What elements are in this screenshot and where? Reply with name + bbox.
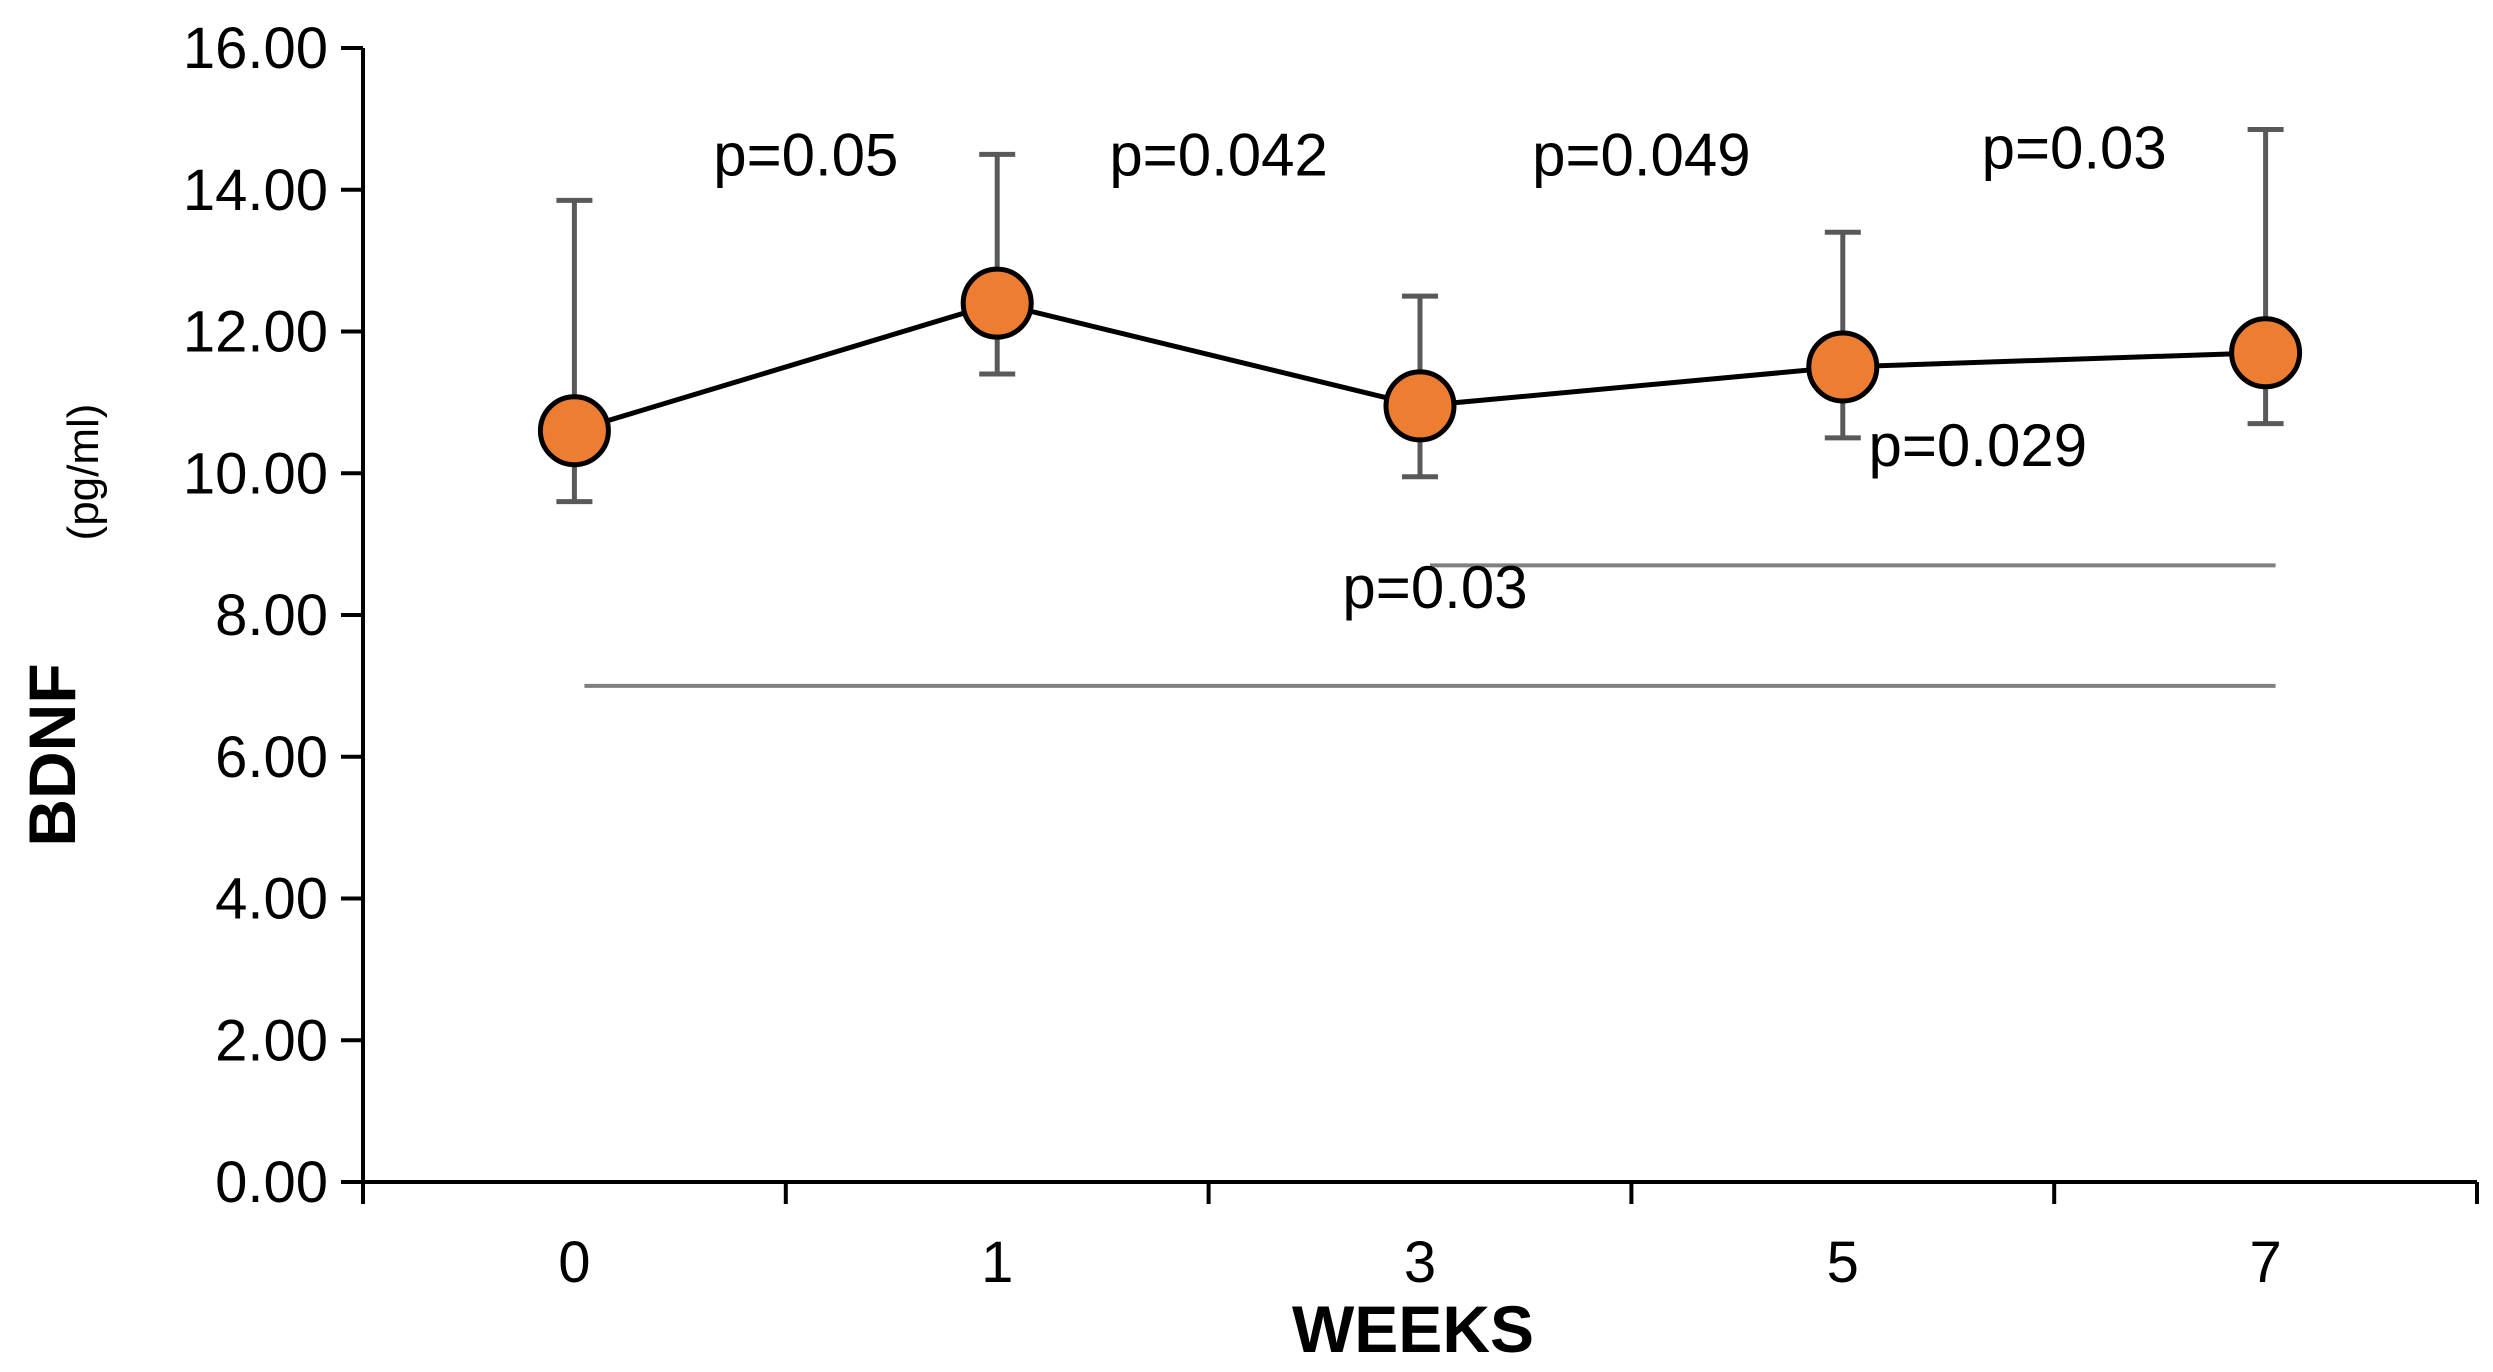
x-tick-label: 7 xyxy=(2249,1230,2281,1295)
p-value-annotations: p=0.05 p=0.042 p=0.049 p=0.03 p=0.029 p=0.03 xyxy=(713,114,2167,620)
x-axis-title: WEEKS xyxy=(1292,1292,1534,1366)
x-tick-label: 1 xyxy=(981,1230,1013,1295)
y-tick-label: 14.00 xyxy=(183,158,328,223)
x-tick-label: 0 xyxy=(558,1230,590,1295)
p-value-label: p=0.03 xyxy=(1342,554,1527,621)
p-value-label: p=0.05 xyxy=(713,122,898,189)
significance-brackets xyxy=(584,563,2276,688)
y-axis-title-group: BDNF xyxy=(15,663,89,846)
data-point xyxy=(1383,369,1457,443)
y-tick-label: 6.00 xyxy=(215,725,328,790)
y-tick-label: 2.00 xyxy=(215,1008,328,1073)
y-axis-unit-group: (pg/ml) xyxy=(59,404,108,541)
x-tick-label: 5 xyxy=(1827,1230,1859,1295)
p-value-label: p=0.03 xyxy=(1982,114,2167,181)
x-tick-label: 3 xyxy=(1404,1230,1436,1295)
y-tick-label: 12.00 xyxy=(183,300,328,365)
y-axis-title: BDNF xyxy=(15,663,89,846)
y-tick-label: 0.00 xyxy=(215,1150,328,1215)
data-point xyxy=(960,266,1034,340)
data-points xyxy=(537,266,2303,468)
axes: 0.00 2.00 4.00 6.00 8.00 10.00 12.00 14.00 16.00… xyxy=(183,16,2479,1295)
y-tick-label: 8.00 xyxy=(215,583,328,648)
data-point xyxy=(537,394,611,468)
data-point xyxy=(2229,316,2303,390)
y-tick-label: 4.00 xyxy=(215,867,328,932)
p-value-label: p=0.029 xyxy=(1869,412,2088,479)
p-value-label: p=0.049 xyxy=(1532,122,1751,189)
y-tick-label: 10.00 xyxy=(183,441,328,506)
data-point xyxy=(1806,330,1880,404)
y-axis-unit: (pg/ml) xyxy=(59,404,108,541)
p-value-label: p=0.042 xyxy=(1109,122,1328,189)
y-tick-label: 16.00 xyxy=(183,16,328,81)
